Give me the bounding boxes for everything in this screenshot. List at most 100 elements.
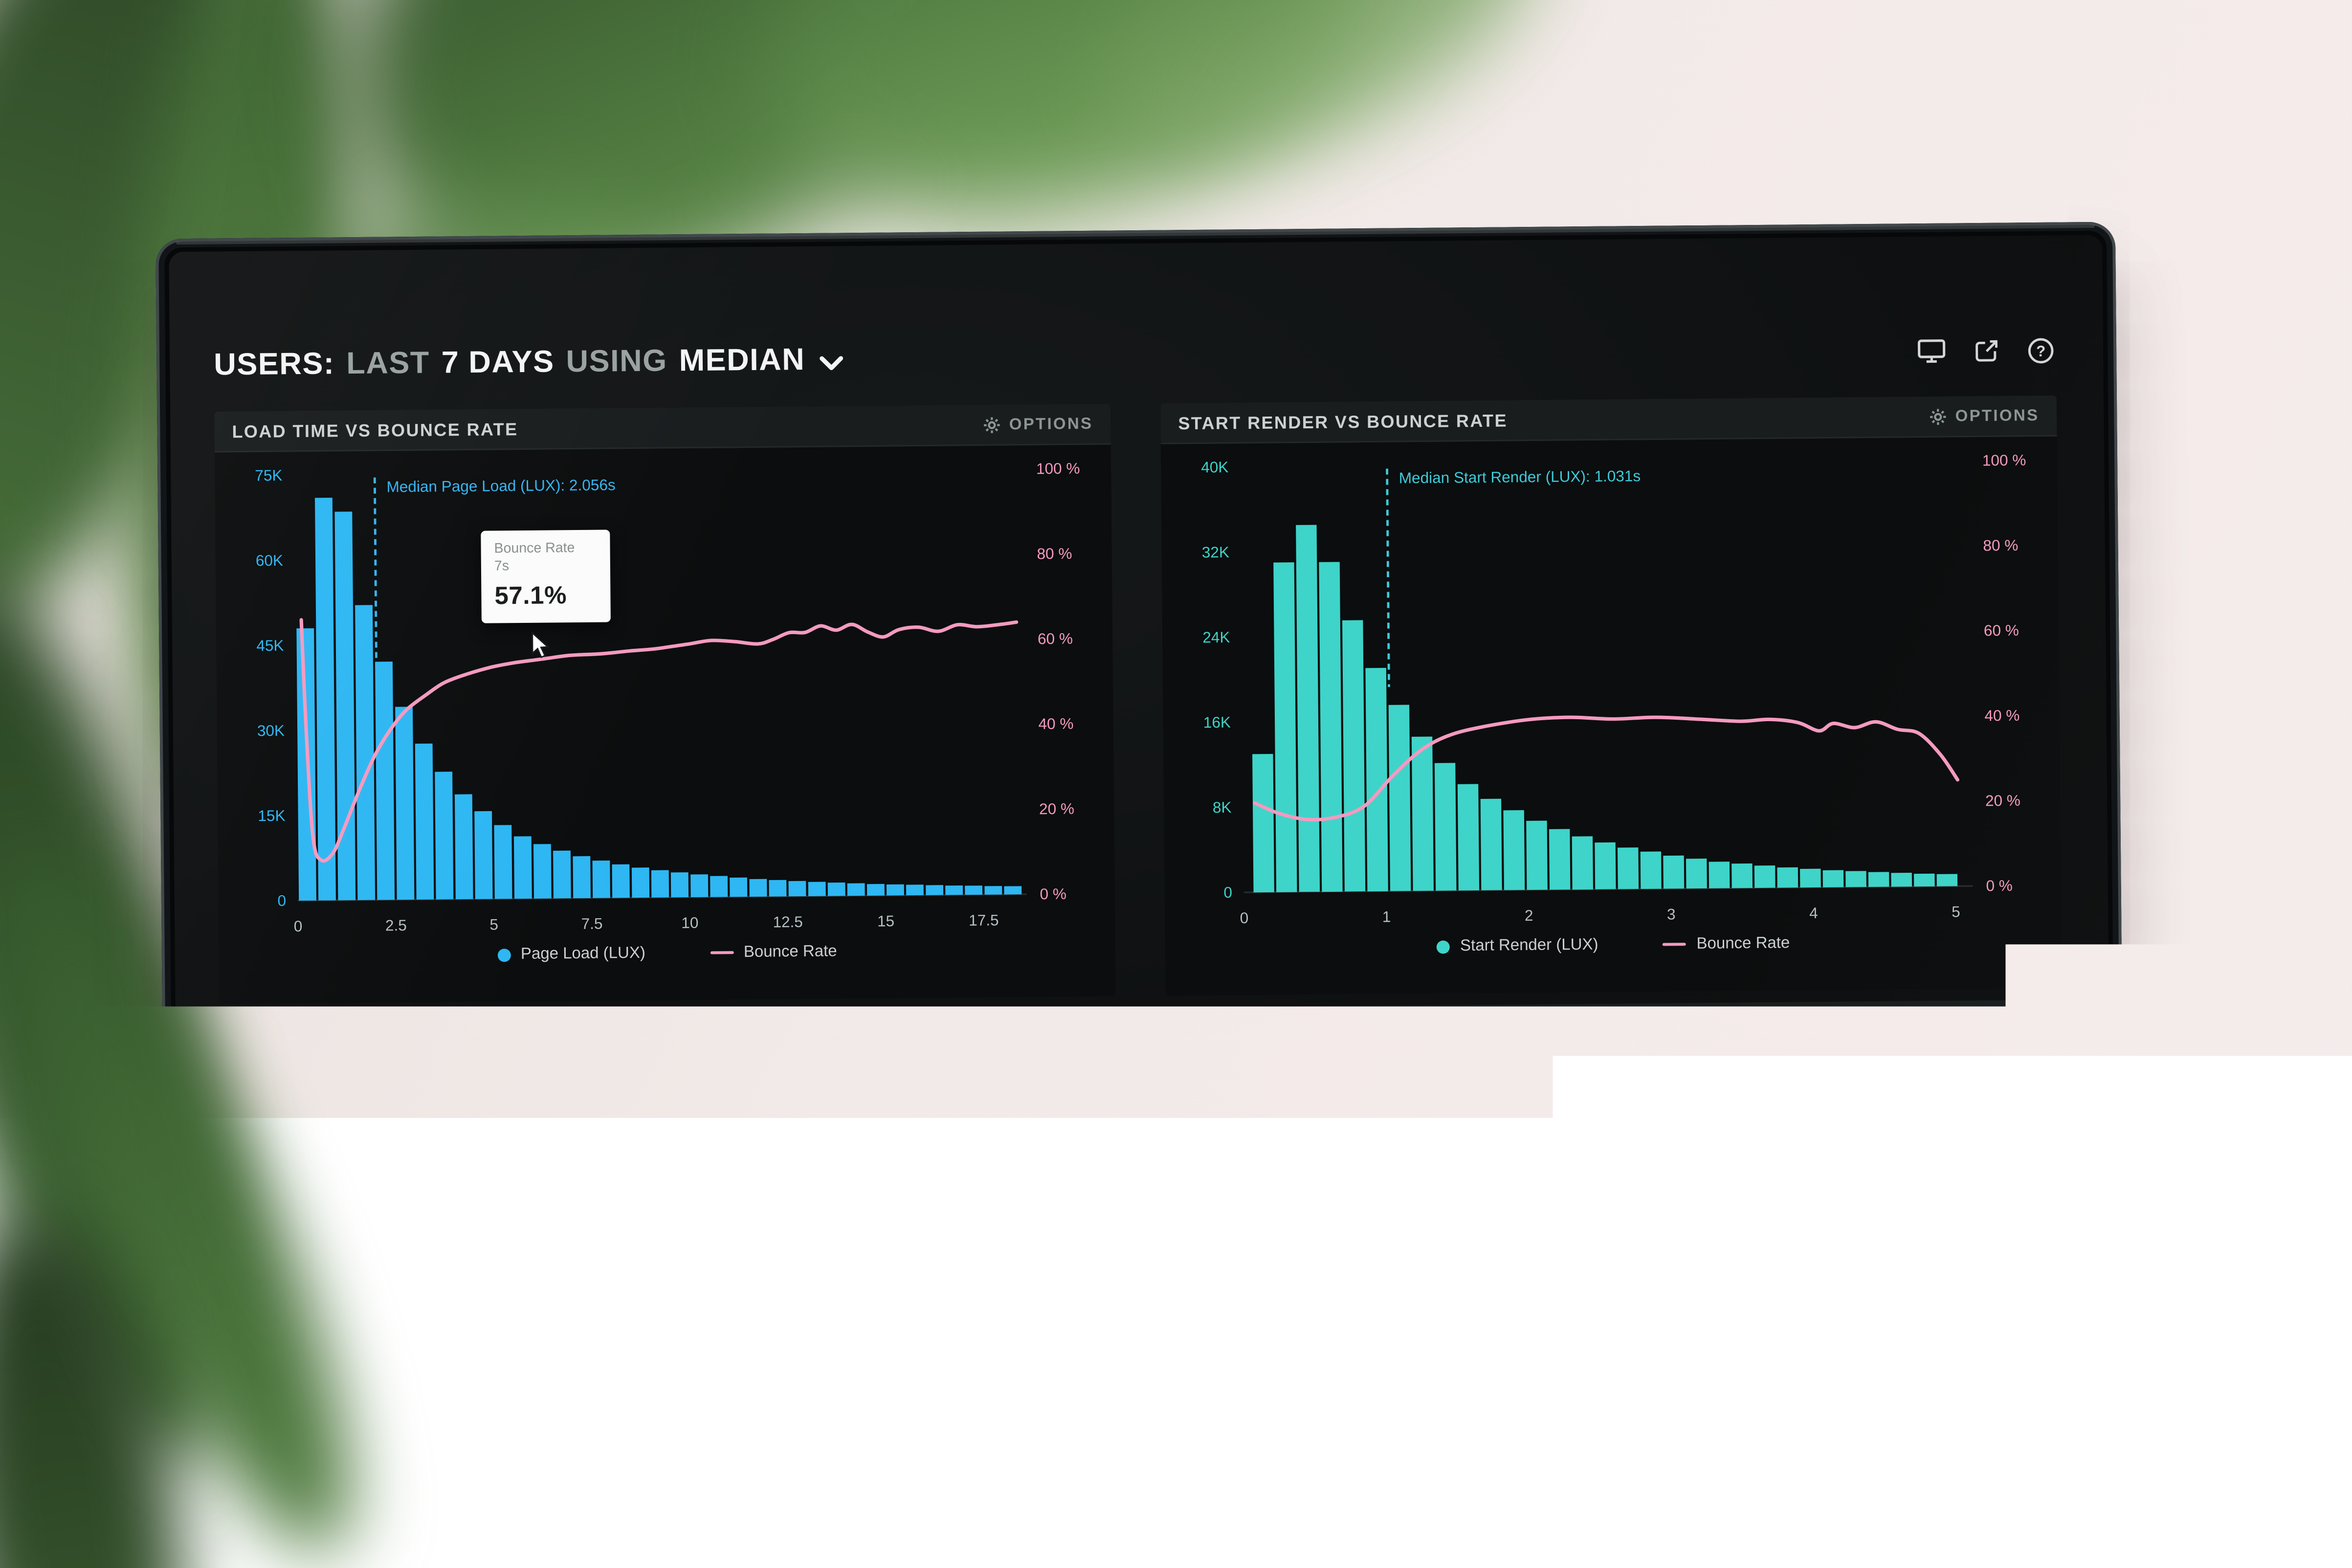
- svg-text:75K: 75K: [255, 466, 282, 484]
- chart-area[interactable]: 1s 0.8s 0.6s 0.4s 500K 100% 400K 80% 300K 60% 200K…: [221, 1159, 1121, 1536]
- metric-value: 479K: [1187, 1102, 1473, 1149]
- metric-value: 2pvs: [1757, 1097, 2042, 1145]
- export-icon: [1972, 336, 1999, 364]
- svg-text:100%: 100%: [1060, 1168, 1100, 1186]
- chart-area[interactable]: 4 pvs 3.2 pvs 2.4 pvs 1.6 pvs 100K 40 min 80K 3…: [1167, 1151, 2067, 1528]
- svg-text:400K: 400K: [1005, 1252, 1042, 1270]
- panel-load-time-vs-bounce-rate: LOAD TIME VS BOUNCE RATE OPTIONS Median …: [214, 404, 1116, 1004]
- load-time-histogram[interactable]: Median Page Load (LUX): 2.056s 75K 60K 45K 3…: [226, 448, 1104, 943]
- legend-item[interactable]: Bounce Rate: [1663, 934, 1790, 953]
- svg-text:32 min: 32 min: [2000, 1243, 2046, 1261]
- legend-label: Start Render (LUX): [1460, 936, 1598, 955]
- svg-text:24K: 24K: [1202, 628, 1230, 646]
- panel-sessions: SESSIONS OPTIONS Sessions (LUX) 479K Sessi…: [1166, 1000, 2067, 1562]
- mouse-cursor-icon: [530, 631, 552, 659]
- tooltip-x-value: 7s: [494, 558, 597, 577]
- legend-label: Page Load (LUX): [521, 945, 645, 963]
- chart-area[interactable]: Median Start Render (LUX): 1.031s 40K 32K 2…: [1161, 437, 2062, 934]
- svg-text:0.6s: 0.6s: [268, 1342, 297, 1360]
- svg-text:60 %: 60 %: [1984, 621, 2019, 640]
- metric-value: 0.7s: [241, 1110, 527, 1158]
- monitor-button[interactable]: [1915, 336, 1948, 366]
- options-label: OPTIONS: [1960, 1011, 2044, 1029]
- svg-text:2.5: 2.5: [385, 916, 407, 934]
- monitor-icon: [1917, 338, 1946, 365]
- legend-item[interactable]: Page Load (LUX): [497, 945, 645, 964]
- metric-label: Bounce Rate (LUX): [811, 1064, 1058, 1097]
- svg-text:?: ?: [2035, 342, 2044, 359]
- svg-text:15: 15: [877, 912, 894, 929]
- chart-legend: Start Render (LUX) Bounce Rate: [1165, 932, 2062, 958]
- svg-text:60K: 60K: [256, 552, 283, 569]
- svg-text:30K: 30K: [257, 722, 285, 739]
- users-period-dropdown[interactable]: USERS: LAST 7 DAYS USING MEDIAN: [214, 343, 843, 383]
- panel-title: PAGE VIEWS VS ONLOAD: [237, 1023, 481, 1045]
- svg-text:60%: 60%: [1070, 1335, 1101, 1353]
- metric-label: PVs Per Session (LUX): [1757, 1056, 2004, 1089]
- svg-text:2: 2: [1525, 906, 1533, 924]
- title-segment: USING: [566, 344, 667, 380]
- svg-text:0: 0: [1223, 883, 1232, 901]
- laptop-screen: USERS: LAST 7 DAYS USING MEDIAN: [169, 235, 2114, 1568]
- help-icon: ?: [2026, 336, 2054, 364]
- svg-text:100 %: 100 %: [1982, 451, 2026, 469]
- start-render-histogram[interactable]: Median Start Render (LUX): 1.031s 40K 32K 2…: [1173, 440, 2050, 934]
- svg-text:24 min: 24 min: [2001, 1326, 2047, 1345]
- dashboard: USERS: LAST 7 DAYS USING MEDIAN: [169, 235, 2114, 1568]
- metric: Session Length (LUX) 17min: [1472, 1058, 1758, 1147]
- svg-text:2.4 pvs: 2.4 pvs: [1194, 1334, 1243, 1352]
- chat-unread-badge: 4: [2022, 1375, 2047, 1400]
- options-button[interactable]: OPTIONS: [1934, 1011, 2044, 1029]
- svg-text:300K: 300K: [1006, 1335, 1043, 1353]
- svg-text:60K: 60K: [1961, 1327, 1988, 1345]
- svg-text:40 min: 40 min: [1999, 1159, 2046, 1177]
- metric-value: 40.6%: [811, 1105, 1097, 1153]
- svg-text:45K: 45K: [256, 637, 284, 654]
- svg-text:80 %: 80 %: [1037, 545, 1072, 563]
- svg-text:40 %: 40 %: [1038, 715, 1073, 733]
- svg-text:5: 5: [489, 916, 498, 933]
- legend-item[interactable]: Start Render (LUX): [1437, 936, 1598, 955]
- svg-text:0 %: 0 %: [1986, 877, 2013, 894]
- panel-grid: LOAD TIME VS BOUNCE RATE OPTIONS Median …: [214, 396, 2067, 1568]
- chart-legend: Page Load (LUX) Bounce Rate: [219, 940, 1115, 966]
- options-button[interactable]: OPTIONS: [1929, 406, 2040, 425]
- svg-text:1s: 1s: [280, 1175, 296, 1193]
- sessions-line-chart[interactable]: 4 pvs 3.2 pvs 2.4 pvs 1.6 pvs 100K 40 min 80K 3…: [1179, 1154, 2055, 1528]
- page-views-onload-line-chart[interactable]: 1s 0.8s 0.6s 0.4s 500K 100% 400K 80% 300K 60% 200K…: [233, 1162, 1109, 1537]
- options-button[interactable]: OPTIONS: [983, 415, 1093, 433]
- metric: Page Load (LUX) 0.7s: [241, 1069, 527, 1158]
- legend-line-swatch: [1663, 943, 1686, 947]
- options-button[interactable]: OPTIONS: [988, 1019, 1098, 1038]
- panel-header: PAGE VIEWS VS ONLOAD OPTIONS: [220, 1008, 1116, 1057]
- svg-text:80K: 80K: [1960, 1243, 1988, 1261]
- chat-launcher-button[interactable]: 4: [1977, 1383, 2042, 1448]
- legend-item[interactable]: Bounce Rate: [710, 943, 837, 961]
- gear-icon: [988, 1020, 1005, 1038]
- help-button[interactable]: ?: [2024, 335, 2057, 365]
- svg-text:80%: 80%: [1069, 1251, 1100, 1269]
- metric: PVs Per Session (LUX) 2pvs: [1757, 1056, 2043, 1145]
- svg-text:1: 1: [1382, 908, 1391, 926]
- title-segment: USERS:: [214, 347, 335, 383]
- metric-value: 17min: [1472, 1099, 1758, 1147]
- metrics-row: Page Load (LUX) 0.7s Page Views (LUX) 2.7Mp…: [220, 1049, 1117, 1167]
- svg-text:4 pvs: 4 pvs: [1205, 1167, 1243, 1185]
- panel-title: SESSIONS: [1183, 1016, 1283, 1038]
- panel-header: START RENDER VS BOUNCE RATE OPTIONS: [1160, 396, 2057, 444]
- panel-title: LOAD TIME VS BOUNCE RATE: [232, 419, 518, 442]
- laptop: USERS: LAST 7 DAYS USING MEDIAN: [155, 222, 2127, 1568]
- chat-bubble-icon: [1994, 1400, 2026, 1431]
- legend-dot-swatch: [497, 948, 510, 961]
- scene: USERS: LAST 7 DAYS USING MEDIAN: [0, 0, 2352, 1568]
- export-button[interactable]: [1970, 336, 2002, 366]
- svg-text:10: 10: [681, 914, 698, 931]
- legend-dot-swatch: [1437, 940, 1450, 953]
- svg-text:100K: 100K: [1951, 1160, 1987, 1178]
- svg-text:0.8s: 0.8s: [267, 1259, 297, 1276]
- metric: Sessions (LUX) 479K: [1187, 1060, 1473, 1149]
- metrics-row: Sessions (LUX) 479K Session Length (LUX) 17…: [1166, 1041, 2064, 1159]
- svg-text:100 %: 100 %: [1036, 460, 1080, 478]
- chart-area[interactable]: Median Page Load (LUX): 2.056s 75K 60K 45K 3…: [215, 445, 1115, 943]
- svg-text:200K: 200K: [1007, 1419, 1043, 1437]
